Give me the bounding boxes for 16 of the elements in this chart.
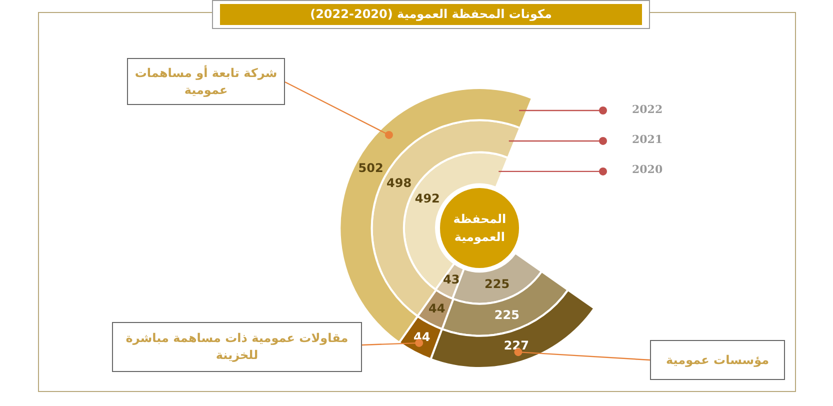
slice-label: 2021 [632, 132, 663, 146]
slice-label: 2020 [632, 163, 663, 176]
data-label: 225 [484, 277, 510, 292]
data-label: 498 [386, 176, 412, 190]
slice-label: مؤسسات عمومية [666, 352, 770, 368]
data-label: 44 [428, 301, 446, 316]
data-label: 502 [358, 160, 384, 175]
slice-label: مقاولات عمومية ذات مساهمة مباشرة للخزينة [124, 330, 350, 364]
center-circle: المحفظة العمومية [440, 188, 520, 268]
data-label: 227 [504, 338, 529, 352]
data-label: 44 [414, 330, 430, 344]
slice-label: 2022 [632, 102, 663, 116]
slice-label: شركة تابعة أو مساهمات عمومية [134, 64, 278, 98]
data-label: 225 [494, 308, 520, 322]
data-label: 492 [414, 191, 440, 206]
chart-title: مكونات المحفظة العمومية (2020-2022) [220, 4, 642, 25]
